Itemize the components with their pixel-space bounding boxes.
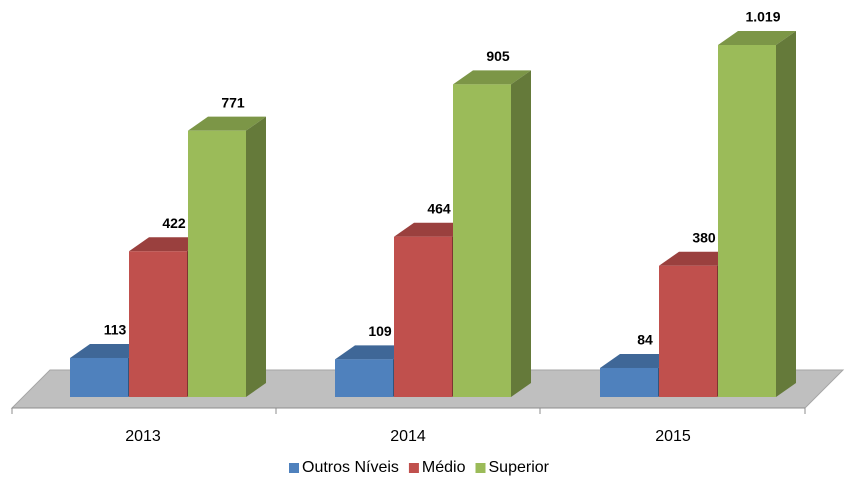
bar-front — [129, 251, 187, 397]
bar-top — [659, 251, 737, 266]
bar-top — [70, 343, 148, 358]
bar-front — [335, 359, 393, 397]
bar-front — [70, 357, 128, 397]
bar — [188, 116, 266, 397]
x-tick-label: 2014 — [390, 428, 426, 445]
value-label: 1.019 — [745, 9, 780, 25]
legend-label: Outros Níveis — [302, 459, 399, 476]
value-label: 109 — [368, 323, 392, 339]
bar-front — [394, 236, 452, 397]
value-label: 113 — [104, 322, 127, 338]
legend-swatch — [475, 463, 486, 473]
legend-label: Médio — [422, 459, 466, 476]
bar — [718, 31, 796, 397]
bar-front — [188, 130, 246, 397]
legend-label: Superior — [489, 459, 550, 476]
x-tick-label: 2013 — [125, 428, 161, 445]
value-label: 905 — [486, 48, 510, 64]
bar-side — [776, 31, 796, 397]
value-label: 771 — [221, 94, 245, 110]
legend-swatch — [408, 463, 419, 473]
bar-front — [659, 265, 717, 397]
bar-front — [718, 45, 776, 397]
bar-front — [600, 367, 658, 397]
bar-side — [246, 116, 266, 397]
x-tick-label: 2015 — [655, 428, 691, 445]
bar-top — [335, 345, 413, 360]
bar-side — [511, 70, 531, 397]
bar-top — [394, 222, 472, 237]
bar-front — [453, 84, 511, 397]
value-label: 464 — [427, 200, 451, 216]
bar-top — [129, 237, 207, 252]
bar — [453, 70, 531, 397]
legend-swatch — [289, 463, 299, 473]
bar-top — [718, 31, 796, 45]
value-label: 422 — [162, 215, 186, 231]
bar-top — [453, 70, 531, 85]
value-label: 84 — [637, 332, 653, 348]
bar-top — [188, 116, 266, 131]
value-label: 380 — [692, 229, 716, 245]
bar-top — [600, 353, 678, 368]
